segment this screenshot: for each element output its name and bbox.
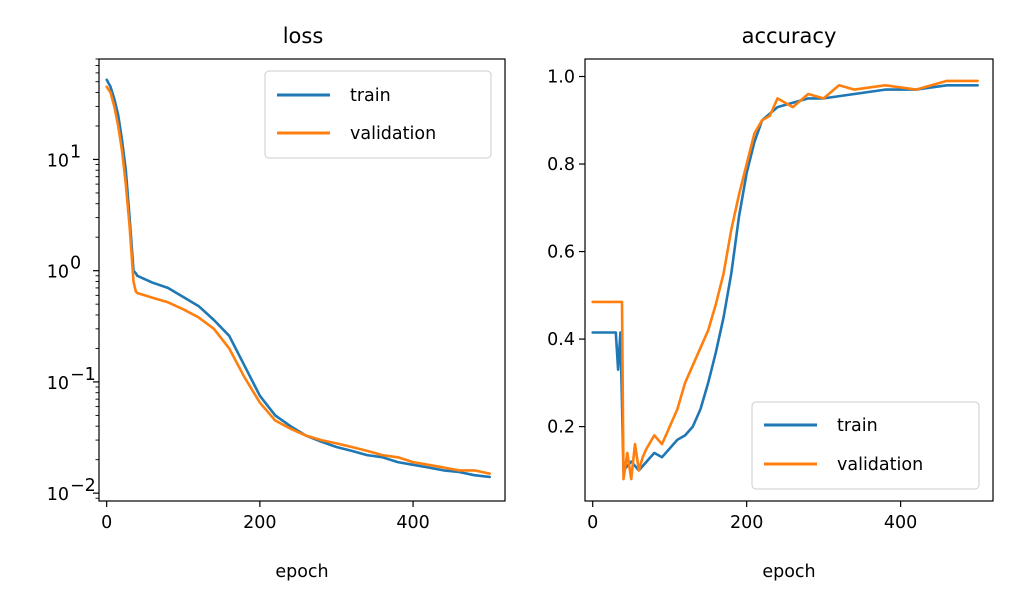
accuracy-chart: accuracy 0 200 400 0.2 0.4 0.6 0.8 1.0 epoch tr…: [547, 24, 994, 582]
loss-series-validation: [105, 85, 492, 475]
loss-axes-frame: [98, 58, 506, 502]
accuracy-plot-area: 0 200 400 0.2 0.4 0.6 0.8 1.0: [547, 68, 979, 533]
loss-ytick-label: 10: [47, 374, 69, 394]
accuracy-series-validation: [591, 79, 979, 481]
accuracy-ytick-label: 0.2: [547, 418, 575, 438]
loss-legend-validation-label: validation: [350, 124, 436, 144]
accuracy-title: accuracy: [742, 24, 837, 48]
accuracy-ytick-label: 0.8: [547, 155, 575, 175]
accuracy-legend-train-label: train: [837, 416, 878, 436]
loss-ytick-label: 10: [47, 485, 69, 505]
loss-legend-train-label: train: [350, 86, 391, 106]
accuracy-xtick-label: 200: [730, 513, 763, 533]
accuracy-ytick-label: 0.4: [547, 330, 575, 350]
accuracy-legend-validation-label: validation: [837, 455, 923, 475]
loss-legend-box: [264, 70, 492, 159]
accuracy-xtick-label: 0: [587, 513, 598, 533]
accuracy-xlabel: epoch: [762, 562, 815, 582]
loss-xtick-label: 0: [101, 513, 112, 533]
loss-title: loss: [283, 24, 324, 48]
accuracy-legend: train validation: [751, 401, 980, 490]
loss-xlabel: epoch: [275, 562, 328, 582]
loss-ytick-label: 10: [47, 263, 69, 283]
loss-ytick-label: 10: [47, 151, 69, 171]
loss-xtick-label: 400: [396, 513, 429, 533]
accuracy-ytick-label: 0.6: [547, 243, 575, 263]
loss-ytick-exponent: 1: [70, 142, 81, 162]
loss-ytick-exponent: 0: [70, 254, 81, 274]
accuracy-xtick-label: 400: [884, 513, 917, 533]
loss-ytick-exponent: −2: [70, 476, 96, 496]
accuracy-ytick-label: 1.0: [547, 68, 575, 88]
loss-legend: train validation: [264, 70, 492, 159]
loss-ytick-exponent: −1: [70, 365, 96, 385]
accuracy-axes-frame: [584, 58, 994, 502]
loss-xtick-label: 200: [243, 513, 276, 533]
